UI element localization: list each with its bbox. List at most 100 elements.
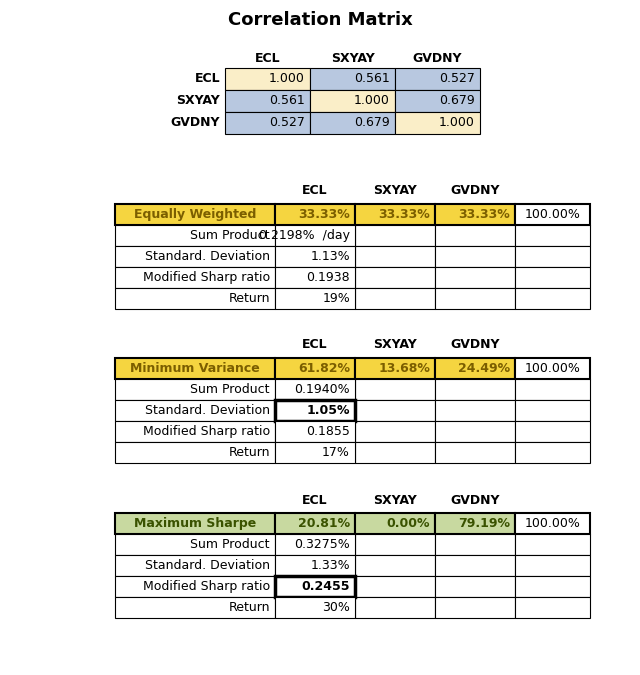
- Bar: [115, 288, 275, 309]
- Bar: [435, 225, 515, 246]
- Bar: [355, 442, 435, 463]
- Text: Sum Product: Sum Product: [191, 538, 270, 551]
- Bar: [435, 379, 515, 400]
- Bar: [275, 288, 355, 309]
- Bar: [355, 204, 435, 225]
- Bar: [115, 400, 275, 421]
- Bar: [435, 246, 515, 267]
- Bar: [115, 267, 275, 288]
- Bar: [435, 267, 515, 288]
- Bar: [515, 421, 590, 442]
- Bar: [355, 400, 435, 421]
- Bar: [435, 288, 515, 309]
- Text: 61.82%: 61.82%: [298, 362, 350, 375]
- Text: GVDNY: GVDNY: [451, 184, 500, 198]
- Text: 30%: 30%: [322, 601, 350, 614]
- Bar: [275, 225, 355, 246]
- Bar: [225, 112, 310, 134]
- Text: Standard. Deviation: Standard. Deviation: [145, 404, 270, 417]
- Bar: [515, 400, 590, 421]
- Text: 24.49%: 24.49%: [458, 362, 510, 375]
- Text: 17%: 17%: [322, 446, 350, 459]
- Text: 33.33%: 33.33%: [298, 208, 350, 221]
- Bar: [115, 513, 275, 534]
- Bar: [435, 358, 515, 379]
- Bar: [435, 513, 515, 534]
- Bar: [355, 597, 435, 618]
- Text: 0.1938: 0.1938: [307, 271, 350, 284]
- Text: 19%: 19%: [323, 292, 350, 305]
- Bar: [115, 225, 275, 246]
- Text: 79.19%: 79.19%: [458, 517, 510, 530]
- Bar: [275, 358, 355, 379]
- Text: 0.00%: 0.00%: [387, 517, 430, 530]
- Text: ECL: ECL: [302, 493, 328, 506]
- Bar: [355, 267, 435, 288]
- Bar: [275, 442, 355, 463]
- Text: 0.679: 0.679: [355, 117, 390, 130]
- Bar: [515, 555, 590, 576]
- Text: SXYAY: SXYAY: [176, 95, 220, 107]
- Bar: [275, 267, 355, 288]
- Text: Return: Return: [228, 446, 270, 459]
- Text: 33.33%: 33.33%: [458, 208, 510, 221]
- Bar: [355, 225, 435, 246]
- Bar: [115, 534, 275, 555]
- Bar: [515, 379, 590, 400]
- Bar: [435, 555, 515, 576]
- Bar: [310, 90, 395, 112]
- Text: 33.33%: 33.33%: [378, 208, 430, 221]
- Bar: [115, 555, 275, 576]
- Text: 100.00%: 100.00%: [525, 517, 580, 530]
- Bar: [515, 225, 590, 246]
- Bar: [355, 379, 435, 400]
- Bar: [515, 246, 590, 267]
- Bar: [515, 597, 590, 618]
- Bar: [115, 442, 275, 463]
- Text: 20.81%: 20.81%: [298, 517, 350, 530]
- Text: ECL: ECL: [302, 184, 328, 198]
- Text: SXYAY: SXYAY: [373, 184, 417, 198]
- Text: Minimum Variance: Minimum Variance: [130, 362, 260, 375]
- Text: Return: Return: [228, 292, 270, 305]
- Bar: [515, 576, 590, 597]
- Bar: [275, 421, 355, 442]
- Text: 0.527: 0.527: [269, 117, 305, 130]
- Bar: [115, 576, 275, 597]
- Text: Modified Sharp ratio: Modified Sharp ratio: [143, 425, 270, 438]
- Bar: [115, 358, 275, 379]
- Text: SXYAY: SXYAY: [373, 493, 417, 506]
- Text: 1.13%: 1.13%: [310, 250, 350, 263]
- Bar: [355, 534, 435, 555]
- Bar: [435, 576, 515, 597]
- Bar: [435, 534, 515, 555]
- Bar: [275, 555, 355, 576]
- Text: 100.00%: 100.00%: [525, 208, 580, 221]
- Bar: [515, 442, 590, 463]
- Text: ECL: ECL: [195, 72, 220, 86]
- Bar: [395, 68, 480, 90]
- Text: Sum Product: Sum Product: [191, 383, 270, 396]
- Text: Return: Return: [228, 601, 270, 614]
- Bar: [310, 68, 395, 90]
- Bar: [355, 421, 435, 442]
- Text: 1.05%: 1.05%: [307, 404, 350, 417]
- Bar: [435, 597, 515, 618]
- Bar: [395, 90, 480, 112]
- Text: 0.3275%: 0.3275%: [294, 538, 350, 551]
- Text: 0.2455: 0.2455: [301, 580, 350, 593]
- Bar: [355, 246, 435, 267]
- Bar: [115, 246, 275, 267]
- Text: ECL: ECL: [302, 338, 328, 352]
- Bar: [435, 442, 515, 463]
- Bar: [115, 204, 275, 225]
- Text: Standard. Deviation: Standard. Deviation: [145, 559, 270, 572]
- Bar: [515, 534, 590, 555]
- Bar: [115, 597, 275, 618]
- Bar: [355, 576, 435, 597]
- Bar: [275, 597, 355, 618]
- Bar: [355, 555, 435, 576]
- Bar: [225, 68, 310, 90]
- Text: 100.00%: 100.00%: [525, 362, 580, 375]
- Text: 0.527: 0.527: [439, 72, 475, 86]
